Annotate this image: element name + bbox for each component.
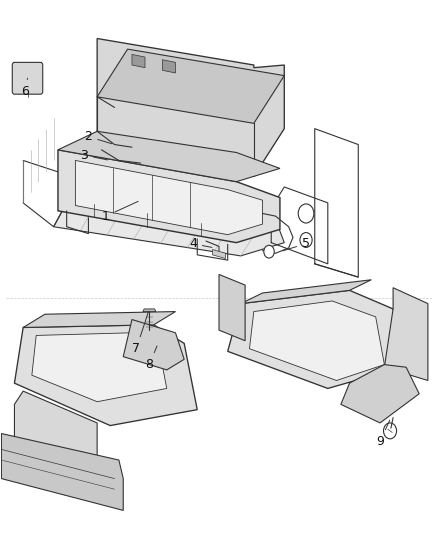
Ellipse shape [69, 346, 82, 356]
Polygon shape [58, 131, 280, 182]
Ellipse shape [69, 370, 82, 380]
Polygon shape [23, 312, 176, 327]
Circle shape [298, 204, 314, 223]
Polygon shape [132, 54, 145, 68]
Polygon shape [228, 290, 402, 389]
Text: 2: 2 [85, 130, 112, 144]
Polygon shape [241, 280, 371, 304]
Ellipse shape [182, 77, 195, 85]
Polygon shape [162, 60, 176, 73]
Polygon shape [97, 38, 284, 176]
Circle shape [229, 302, 240, 316]
Polygon shape [341, 365, 419, 423]
Polygon shape [58, 150, 280, 243]
Polygon shape [143, 309, 156, 312]
Circle shape [37, 434, 53, 454]
Circle shape [264, 245, 274, 258]
Ellipse shape [262, 332, 280, 344]
Polygon shape [75, 160, 262, 235]
Circle shape [63, 443, 79, 463]
Ellipse shape [204, 79, 217, 87]
Polygon shape [14, 325, 197, 425]
Ellipse shape [332, 348, 350, 360]
Polygon shape [1, 433, 123, 511]
Text: 8: 8 [145, 346, 157, 371]
Ellipse shape [104, 376, 117, 385]
Polygon shape [212, 249, 226, 259]
Polygon shape [219, 274, 245, 341]
Polygon shape [14, 391, 97, 479]
Polygon shape [32, 333, 167, 402]
Text: 5: 5 [283, 237, 310, 251]
Text: 9: 9 [376, 420, 390, 448]
Ellipse shape [267, 311, 284, 322]
Circle shape [229, 316, 240, 329]
Text: 1: 1 [102, 201, 138, 223]
Polygon shape [53, 179, 284, 256]
Ellipse shape [297, 343, 315, 354]
Polygon shape [250, 301, 385, 381]
Text: 3: 3 [80, 149, 107, 161]
Polygon shape [97, 49, 284, 123]
Circle shape [384, 423, 396, 439]
Polygon shape [123, 319, 184, 370]
Text: 7: 7 [132, 312, 148, 355]
Circle shape [300, 232, 312, 247]
Ellipse shape [39, 362, 51, 372]
Text: 6: 6 [21, 78, 29, 98]
FancyBboxPatch shape [12, 62, 43, 94]
Circle shape [229, 289, 240, 303]
Polygon shape [385, 288, 428, 381]
Ellipse shape [297, 319, 315, 330]
Ellipse shape [39, 341, 51, 351]
Ellipse shape [226, 82, 239, 90]
Text: 4: 4 [189, 237, 212, 250]
